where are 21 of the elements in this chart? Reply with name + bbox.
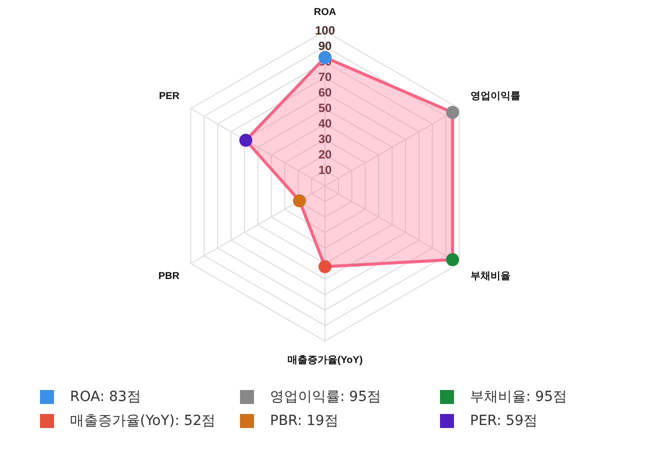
- y-tick-label: 30: [318, 132, 332, 146]
- y-tick-label: 10: [318, 162, 332, 177]
- spoke-label: 부채비율: [470, 270, 510, 282]
- spoke-label: 매출증가율(YoY): [287, 354, 363, 366]
- y-tick-label: 60: [318, 85, 332, 100]
- text: 부채비율: 95점: [470, 388, 567, 406]
- spoke-label: PBR: [158, 270, 180, 282]
- spoke-label: ROA: [314, 6, 336, 18]
- y-tick-label: 40: [318, 116, 332, 130]
- text: ROA: 83점: [70, 388, 141, 406]
- y-tick-label: 100: [314, 23, 336, 38]
- text: 매출증가율(YoY): 52점: [70, 412, 216, 430]
- y-tick-label: 50: [318, 100, 332, 115]
- spoke-label: 영업이익률: [470, 90, 520, 102]
- text: 영업이익률: 95점: [270, 388, 381, 406]
- y-tick-label: 20: [318, 147, 332, 162]
- text: PBR: 19점: [270, 412, 338, 430]
- text: PER: 59점: [470, 412, 538, 430]
- spoke-label: PER: [158, 90, 180, 102]
- y-tick-label: 70: [318, 70, 332, 84]
- y-tick-label: 90: [318, 38, 332, 53]
